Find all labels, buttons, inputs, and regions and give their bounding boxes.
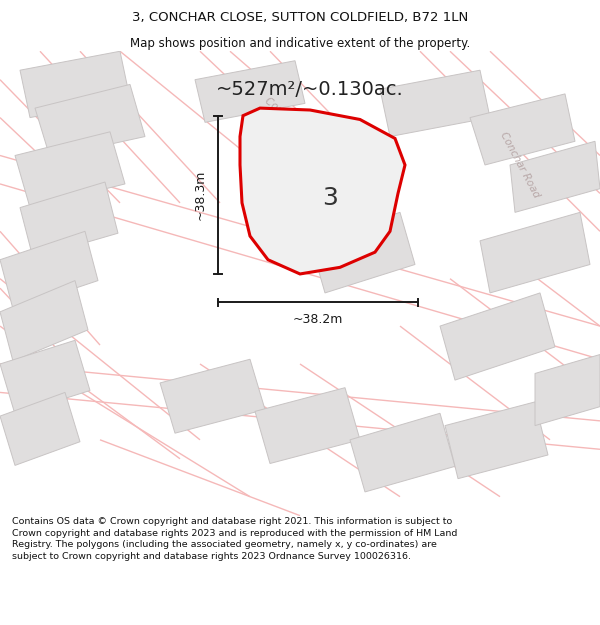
Polygon shape [440,293,555,380]
Polygon shape [510,141,600,212]
Polygon shape [535,354,600,426]
Text: 3, CONCHAR CLOSE, SUTTON COLDFIELD, B72 1LN: 3, CONCHAR CLOSE, SUTTON COLDFIELD, B72 … [132,11,468,24]
Polygon shape [35,84,145,158]
Polygon shape [255,388,360,464]
Polygon shape [480,213,590,293]
Polygon shape [20,182,118,258]
Polygon shape [380,70,490,136]
Text: ~38.3m: ~38.3m [193,169,206,220]
Text: Conchar Close: Conchar Close [262,96,328,149]
Polygon shape [195,61,305,122]
Polygon shape [15,132,125,208]
Text: Contains OS data © Crown copyright and database right 2021. This information is : Contains OS data © Crown copyright and d… [12,517,457,561]
Polygon shape [160,359,265,433]
Text: ~527m²/~0.130ac.: ~527m²/~0.130ac. [216,79,404,99]
Polygon shape [20,51,130,118]
Polygon shape [0,281,88,361]
Polygon shape [260,141,370,217]
Polygon shape [240,108,405,274]
Text: 3: 3 [322,186,338,210]
Polygon shape [470,94,575,165]
Polygon shape [0,392,80,466]
Polygon shape [0,340,90,414]
Polygon shape [350,413,455,492]
Polygon shape [310,213,415,293]
Polygon shape [445,402,548,479]
Polygon shape [0,231,98,309]
Text: ~38.2m: ~38.2m [293,313,343,326]
Text: Map shows position and indicative extent of the property.: Map shows position and indicative extent… [130,37,470,50]
Text: Conchar Road: Conchar Road [499,131,542,199]
